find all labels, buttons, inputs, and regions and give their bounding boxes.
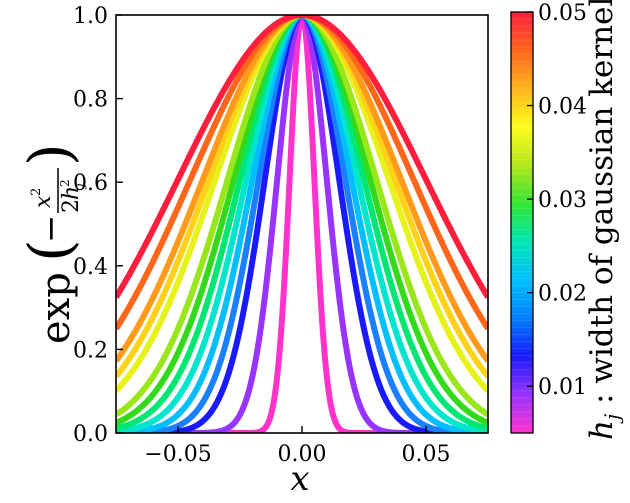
series-line-6 <box>116 15 488 433</box>
series-line-10 <box>116 15 488 393</box>
y-label-func: exp <box>33 272 79 344</box>
series-line-9 <box>116 15 488 418</box>
y-label-paren-right: ) <box>16 143 84 166</box>
series-line-14 <box>116 15 488 299</box>
series-line-11 <box>116 15 488 379</box>
x-tick-label: −0.05 <box>144 442 211 467</box>
y-label-den-sup: 2 <box>58 179 72 187</box>
y-label-paren-left: ( <box>16 239 84 262</box>
y-axis-ticks: 0.0 0.2 0.4 0.6 0.8 1.0 <box>73 4 123 447</box>
y-label-num-sup: 2 <box>29 188 44 196</box>
y-tick-label: 0.0 <box>73 422 108 447</box>
y-tick-label: 0.4 <box>73 255 108 280</box>
y-label-num: x <box>31 195 56 208</box>
colorbar-tick-label: 0.05 <box>538 1 587 26</box>
colorbar-label: hj : width of gaussian kernel <box>584 0 624 440</box>
y-tick-label: 0.8 <box>73 88 108 113</box>
series-line-13 <box>116 15 488 331</box>
x-axis-ticks: −0.05 0.00 0.05 <box>144 426 450 467</box>
plot-area <box>116 15 488 433</box>
colorbar-tick-label: 0.02 <box>538 282 587 307</box>
colorbar-label-var: h <box>584 420 620 440</box>
colorbar <box>511 12 533 433</box>
colorbar-label-sub: j <box>600 414 624 424</box>
y-label-den-coef: 2 <box>59 199 84 213</box>
y-label-den-sub: j <box>73 183 87 190</box>
y-tick-label: 1.0 <box>73 4 108 29</box>
series-line-8 <box>116 15 488 426</box>
y-label-den-var: h <box>59 186 84 200</box>
x-tick-label: 0.00 <box>278 442 327 467</box>
colorbar-bands <box>511 18 533 427</box>
series-line-12 <box>116 15 488 363</box>
series-line-5 <box>116 15 488 433</box>
y-label-minus: − <box>31 215 71 244</box>
y-tick-label: 0.6 <box>73 171 108 196</box>
y-tick-label: 0.2 <box>73 338 108 363</box>
colorbar-tick-label: 0.01 <box>538 375 587 400</box>
x-axis-label: x <box>290 459 309 498</box>
x-tick-label: 0.05 <box>402 442 451 467</box>
colorbar-frame <box>510 11 534 434</box>
colorbar-tick-label: 0.03 <box>538 188 587 213</box>
series-line-7 <box>116 15 488 432</box>
series-line-4 <box>116 15 488 433</box>
colorbar-tick-label: 0.04 <box>538 95 587 120</box>
y-axis-label: exp ( − x 2 2 h 2 j ) <box>16 143 87 344</box>
colorbar-ticks: 0.01 0.02 0.03 0.04 0.05 <box>527 1 587 400</box>
colorbar-label-text: : width of gaussian kernel <box>584 0 620 414</box>
y-label-fraction: x 2 2 h 2 j <box>29 168 87 213</box>
svg-text:hj : width of gaussian kernel: hj : width of gaussian kernel <box>584 0 624 440</box>
